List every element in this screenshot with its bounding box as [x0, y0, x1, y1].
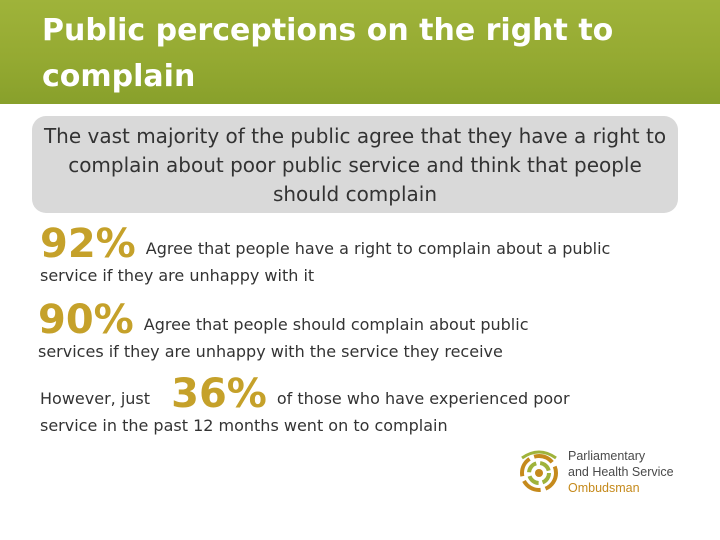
stat-text: Agree that people should complain about …	[38, 315, 529, 361]
title-banner: Public perceptions on the right to compl…	[0, 0, 720, 104]
logo-wordmark: Parliamentary and Health Service Ombudsm…	[568, 448, 674, 496]
stat-value: 36%	[171, 371, 267, 417]
logo-line: and Health Service	[568, 465, 674, 479]
summary-text: The vast majority of the public agree th…	[43, 124, 667, 206]
logo-line: Ombudsman	[568, 481, 640, 495]
stat-right-to-complain: 92% Agree that people have a right to com…	[40, 224, 630, 288]
stat-text: Agree that people have a right to compla…	[40, 239, 611, 285]
however-lead: However, just	[40, 389, 151, 408]
stat-value: 92%	[40, 221, 136, 267]
stat-should-complain: 90% Agree that people should complain abo…	[38, 300, 598, 364]
logo-line: Parliamentary	[568, 449, 646, 463]
stat-text: of those who have experienced poor servi…	[40, 389, 570, 435]
slide-title: Public perceptions on the right to compl…	[42, 13, 614, 94]
stat-however: However, just 36% of those who have exper…	[40, 374, 580, 438]
stat-value: 90%	[38, 297, 134, 343]
ombudsman-logo: Parliamentary and Health Service Ombudsm…	[516, 446, 696, 502]
ombudsman-emblem-icon	[520, 450, 558, 492]
summary-callout: The vast majority of the public agree th…	[32, 116, 678, 213]
